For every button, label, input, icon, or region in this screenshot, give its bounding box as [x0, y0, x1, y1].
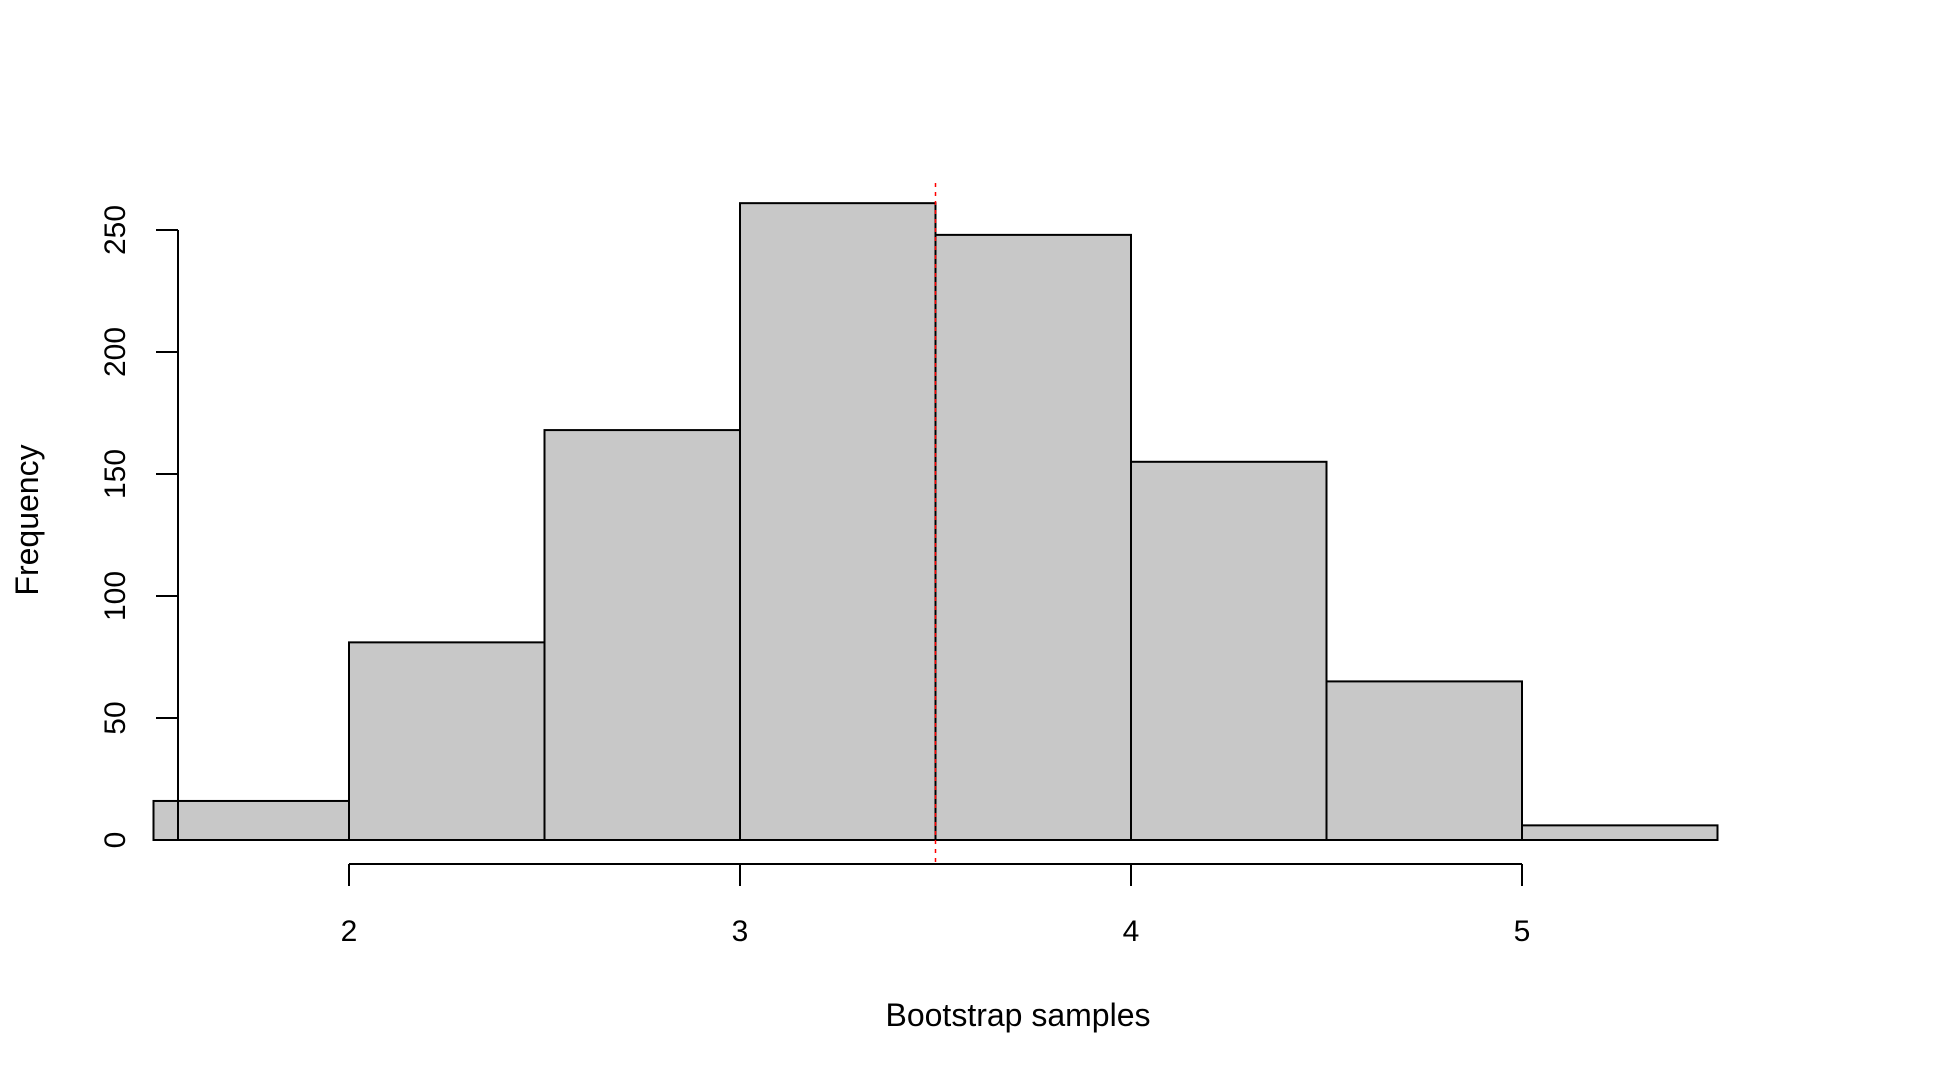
histogram-bars — [152, 202, 1719, 842]
histogram-bar — [739, 202, 937, 842]
y-tick-label: 250 — [99, 205, 132, 255]
histogram-bar — [348, 641, 546, 841]
y-tick-label: 50 — [99, 701, 132, 734]
histogram-bar — [543, 429, 741, 841]
y-tick-label: 100 — [99, 571, 132, 621]
y-axis-title: Frequency — [9, 444, 45, 595]
y-tick-label: 0 — [99, 832, 132, 849]
y-tick-label: 150 — [99, 449, 132, 499]
x-tick-label: 4 — [1123, 915, 1140, 948]
x-axis-title: Bootstrap samples — [885, 997, 1150, 1033]
histogram-bar — [152, 799, 350, 842]
x-axis: 2 3 4 5 — [341, 863, 1531, 948]
histogram-bar — [934, 233, 1132, 841]
x-tick-label: 5 — [1514, 915, 1531, 948]
x-tick-label: 3 — [732, 915, 749, 948]
histogram-bar — [1325, 680, 1523, 842]
histogram-bar — [1521, 824, 1719, 841]
histogram-bar — [1130, 460, 1328, 841]
y-axis: 0 50 100 150 200 250 — [99, 205, 179, 849]
x-tick-label: 2 — [341, 915, 358, 948]
y-tick-label: 200 — [99, 327, 132, 377]
